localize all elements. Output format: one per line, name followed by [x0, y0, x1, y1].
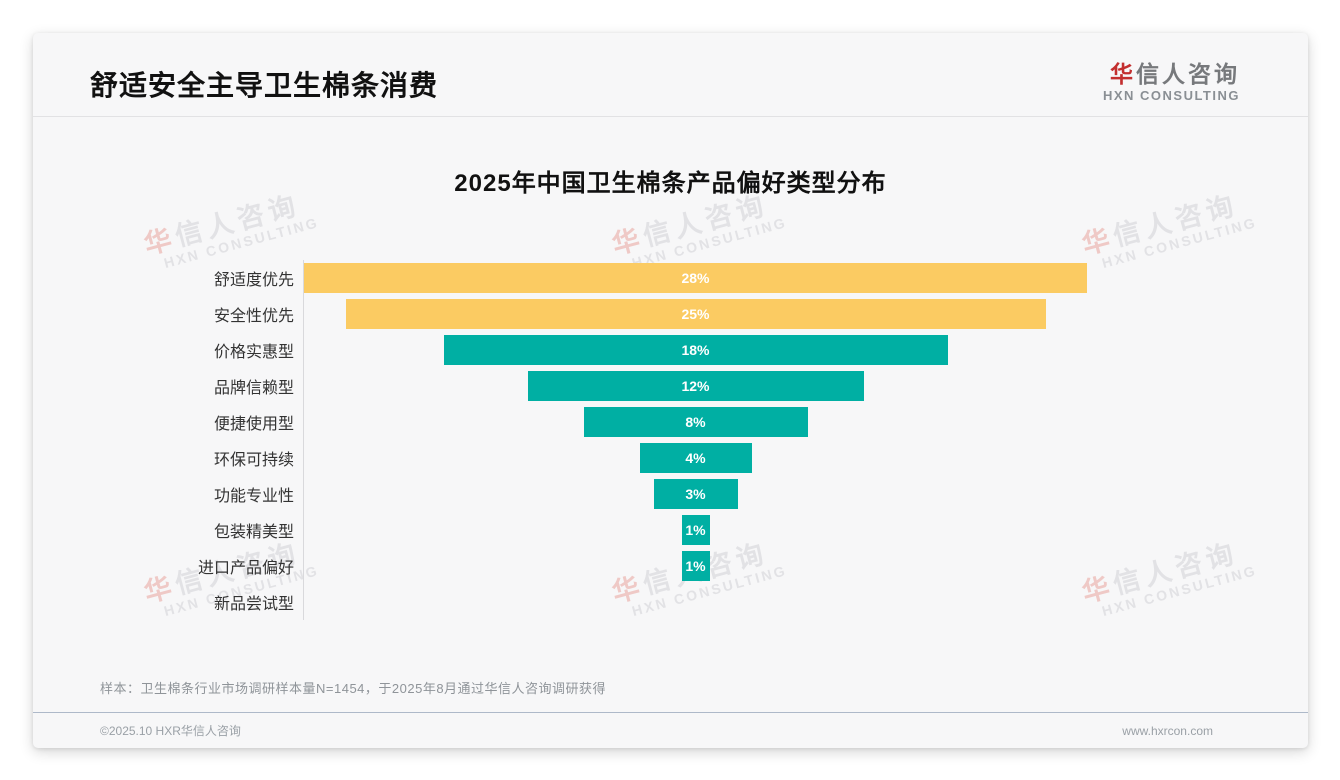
bar-area [303, 584, 1087, 621]
card-content: 舒适安全主导卫生棉条消费 华信人咨询 HXN CONSULTING 2025年中… [33, 33, 1308, 748]
category-label: 品牌信赖型 [213, 380, 294, 398]
funnel-row: 功能专业性 3% [33, 476, 1308, 513]
funnel-row: 品牌信赖型 12% [33, 368, 1308, 405]
funnel-row: 环保可持续 4% [33, 440, 1308, 477]
funnel-bar: 12% [527, 371, 864, 402]
funnel-row: 安全性优先 25% [33, 296, 1308, 333]
category-label: 价格实惠型 [213, 344, 294, 362]
bar-area: 1% [303, 548, 1087, 585]
category-label: 舒适度优先 [213, 272, 294, 290]
report-card: 华信人咨询 HXN CONSULTING 华信人咨询 HXN CONSULTING 华信… [33, 33, 1308, 748]
bar-area: 18% [303, 332, 1087, 369]
bar-area: 8% [303, 404, 1087, 441]
footer-bar: ©2025.10 HXR华信人咨询 www.hxrcon.com [33, 712, 1308, 748]
funnel-bar: 8% [583, 407, 808, 438]
category-label: 进口产品偏好 [197, 560, 294, 578]
funnel-row: 进口产品偏好 1% [33, 548, 1308, 585]
funnel-bar: 18% [443, 335, 948, 366]
bar-area: 25% [303, 296, 1087, 333]
header: 舒适安全主导卫生棉条消费 华信人咨询 HXN CONSULTING [33, 33, 1308, 118]
bar-value-label: 8% [685, 414, 706, 431]
sample-note: 样本：卫生棉条行业市场调研样本量N=1454，于2025年8月通过华信人咨询调研… [100, 681, 607, 697]
bar-value-label: 28% [681, 270, 710, 287]
funnel-row: 舒适度优先 28% [33, 260, 1308, 297]
brand-logo-chinese: 华信人咨询 [1103, 61, 1240, 87]
category-label: 新品尝试型 [213, 596, 294, 614]
brand-logo-rest-chars: 信人咨询 [1136, 61, 1240, 87]
brand-logo-accent-char: 华 [1110, 61, 1136, 87]
brand-logo: 华信人咨询 HXN CONSULTING [1103, 61, 1240, 104]
category-label: 环保可持续 [213, 452, 294, 470]
funnel-bar: 4% [639, 443, 752, 474]
bar-area: 28% [303, 260, 1087, 297]
brand-logo-english: HXN CONSULTING [1102, 88, 1240, 104]
funnel-bar: 3% [653, 479, 738, 510]
bar-value-label: 12% [681, 378, 710, 395]
bar-value-label: 1% [685, 558, 706, 575]
bar-area: 12% [303, 368, 1087, 405]
funnel-bar: 1% [681, 551, 710, 582]
bar-value-label: 18% [681, 342, 710, 359]
page-title: 舒适安全主导卫生棉条消费 [90, 70, 439, 102]
category-label: 安全性优先 [213, 308, 294, 326]
bar-area: 1% [303, 512, 1087, 549]
chart-title: 2025年中国卫生棉条产品偏好类型分布 [454, 170, 887, 198]
funnel-row: 价格实惠型 18% [33, 332, 1308, 369]
funnel-row: 新品尝试型 [33, 584, 1308, 621]
category-label: 功能专业性 [213, 488, 294, 506]
funnel-chart: 舒适度优先 28% 安全性优先 25% 价格实惠型 18% 品牌信赖型 12% 便捷使用型 8% 环… [33, 260, 1308, 621]
category-label: 便捷使用型 [213, 416, 294, 434]
funnel-bar: 28% [304, 263, 1087, 294]
funnel-row: 便捷使用型 8% [33, 404, 1308, 441]
bar-value-label: 25% [681, 306, 710, 323]
bar-area: 4% [303, 440, 1087, 477]
funnel-bar: 25% [345, 299, 1046, 330]
website-text: www.hxrcon.com [1122, 723, 1213, 738]
funnel-row: 包装精美型 1% [33, 512, 1308, 549]
bar-value-label: 4% [685, 450, 706, 467]
copyright-text: ©2025.10 HXR华信人咨询 [100, 724, 241, 738]
funnel-bar: 1% [681, 515, 710, 546]
category-label: 包装精美型 [213, 524, 294, 542]
bar-value-label: 1% [685, 522, 706, 539]
bar-area: 3% [303, 476, 1087, 513]
bar-value-label: 3% [685, 486, 706, 503]
